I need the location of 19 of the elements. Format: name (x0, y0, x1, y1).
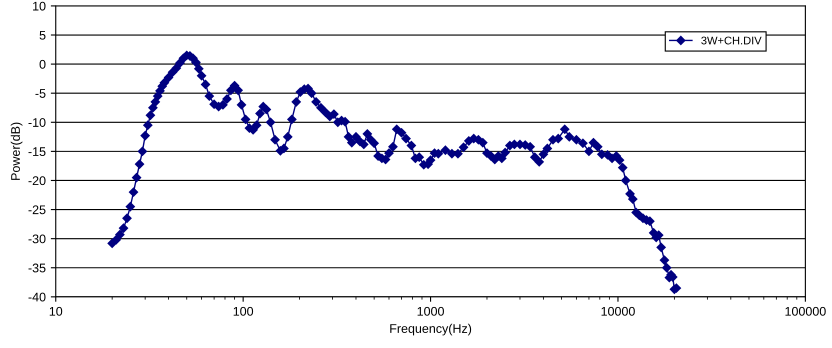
y-tick-label: -10 (28, 118, 46, 127)
y-tick-label: 0 (40, 60, 46, 69)
y-tick-label: -25 (28, 205, 46, 214)
y-tick-label: -15 (28, 147, 46, 156)
x-axis-title: Frequency(Hz) (390, 324, 472, 336)
x-tick-label: 10 (50, 306, 62, 316)
y-axis-title: Power(dB) (10, 122, 22, 180)
y-tick-label: -20 (28, 176, 46, 186)
x-tick-label: 100 (234, 306, 254, 316)
legend-label: 3W+CH.DIV (701, 36, 762, 44)
y-tick-label: 10 (33, 2, 46, 11)
y-tick-label: -5 (35, 89, 46, 98)
y-tick-label: -40 (28, 292, 46, 302)
y-tick-label: -35 (28, 264, 46, 272)
y-tick-label: 5 (40, 30, 46, 40)
x-tick-label: 1000 (418, 306, 444, 316)
x-tick-label: 100000 (785, 306, 826, 316)
x-tick-label: 10000 (602, 306, 635, 316)
y-tick-label: -30 (28, 234, 46, 244)
